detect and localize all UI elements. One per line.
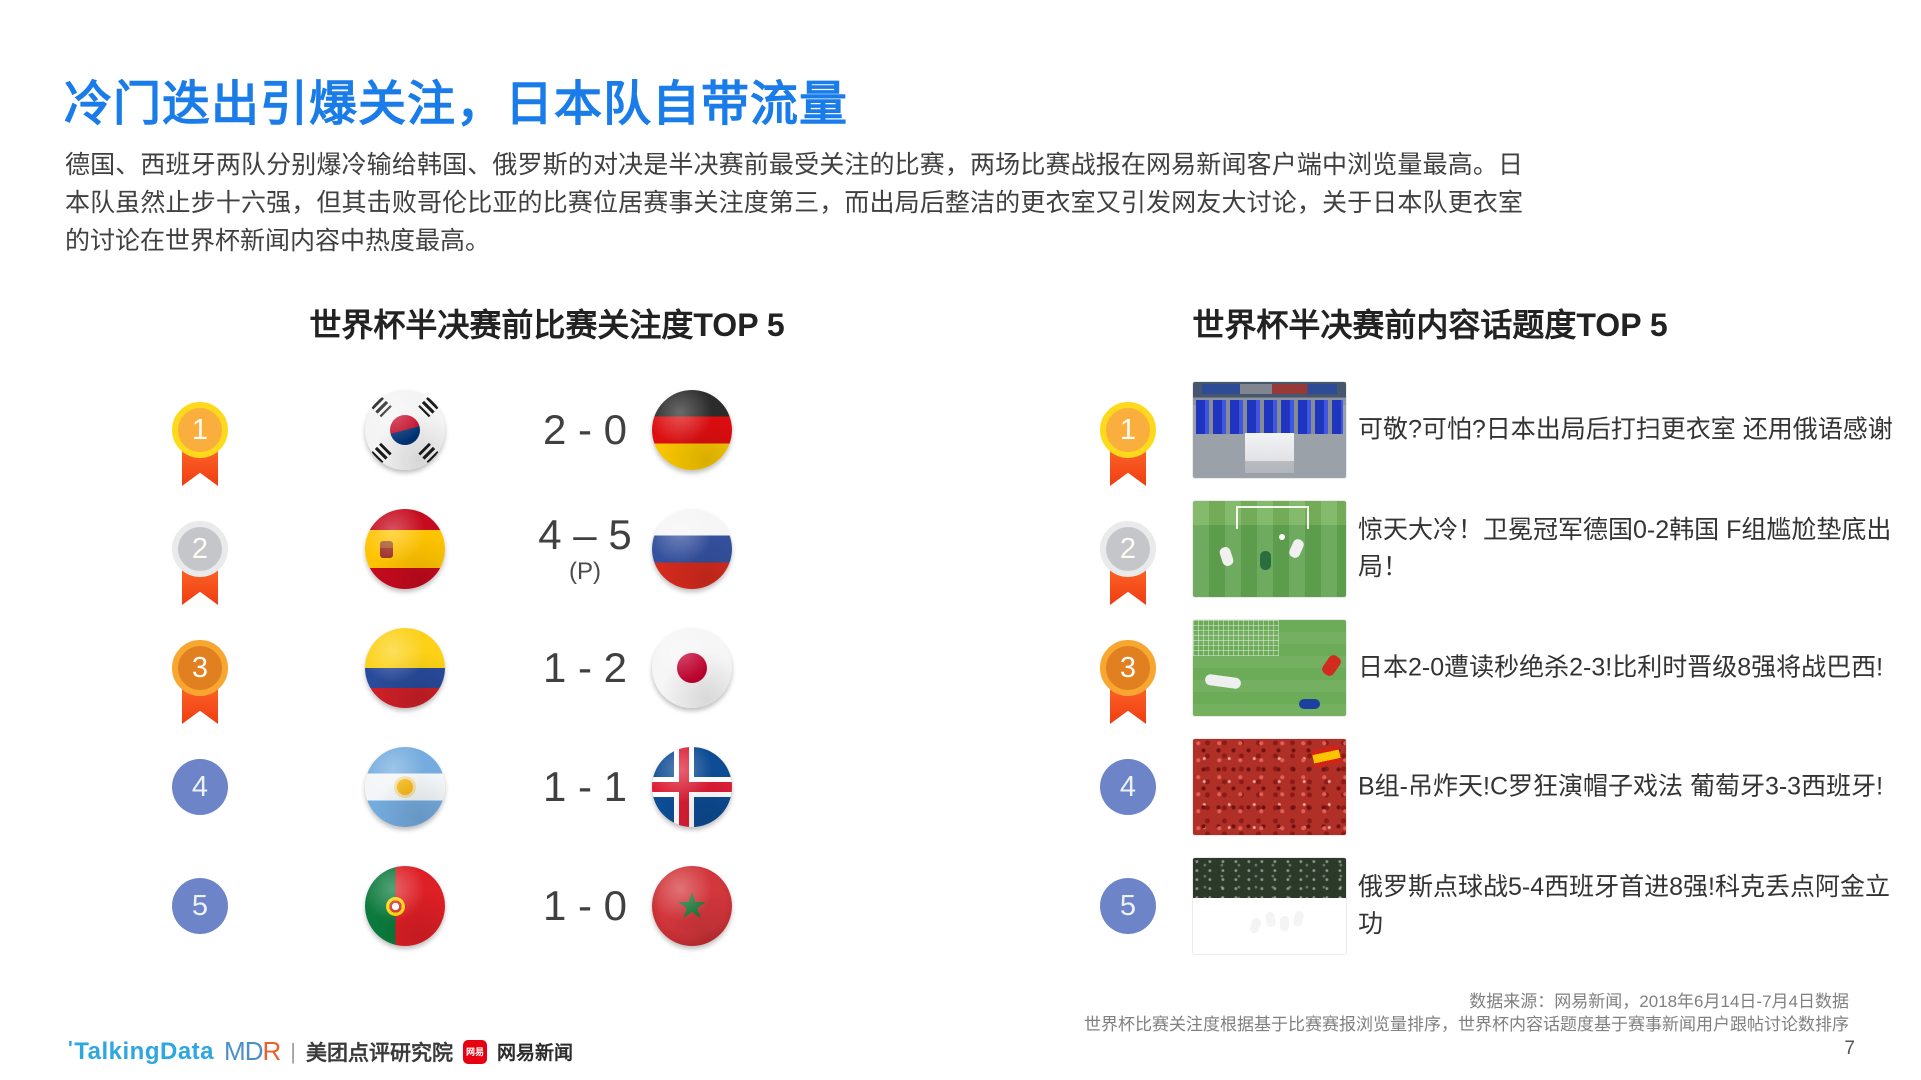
flag-south-korea-icon	[365, 390, 445, 470]
match-score: 1 - 0	[542, 882, 628, 929]
rank-2-medal: 2	[172, 521, 228, 607]
flag-spain-icon	[365, 509, 445, 589]
rank-5-badge: 5	[172, 878, 228, 964]
match-score: 4 – 5	[538, 511, 632, 558]
data-source-line1: 数据来源：网易新闻，2018年6月14日-7月4日数据	[1469, 992, 1849, 1011]
flag-colombia-icon	[365, 628, 445, 708]
rank-number: 1	[1100, 402, 1156, 458]
news-headline: 惊天大冷！卫冕冠军德国0-2韩国 F组尴尬垫底出局！	[1358, 516, 1892, 581]
news-headline: 可敬?可怕?日本出局后打扫更衣室 还用俄语感谢	[1358, 415, 1893, 444]
rank-number: 4	[1100, 759, 1156, 815]
flag-portugal-icon	[365, 866, 445, 946]
rank-number: 1	[172, 402, 228, 458]
logo-separator: |	[290, 1038, 296, 1064]
flag-russia-icon	[652, 509, 732, 589]
rank-4-badge: 4	[1100, 759, 1156, 845]
flag-morocco-icon: ★	[652, 866, 732, 946]
intro-paragraph: 德国、西班牙两队分别爆冷输给韩国、俄罗斯的对决是半决赛前最受关注的比赛，两场比赛…	[65, 151, 1523, 255]
netease-news-logo: 网易新闻	[496, 1043, 573, 1064]
match-row-4: 4 1 - 1	[172, 739, 812, 835]
match-row-5: 5 1 - 0 ★	[172, 858, 812, 954]
match-row-3: 3 1 - 2	[172, 620, 812, 724]
rank-1-medal: 1	[172, 402, 228, 488]
data-source-line2: 世界杯比赛关注度根据基于比赛赛报浏览量排序，世界杯内容话题度基于赛事新闻用户跟帖…	[1084, 1015, 1849, 1034]
page-title: 冷门迭出引爆关注，日本队自带流量	[64, 78, 849, 131]
news-headline: 日本2-0遭读秒绝杀2-3!比利时晋级8强将战巴西!	[1358, 653, 1884, 682]
rank-number: 3	[172, 640, 228, 696]
topic-row-4: 4 B组-吊炸天!C罗狂演帽子戏法 葡萄牙3-3西班牙!	[1100, 739, 1912, 835]
rank-5-badge: 5	[1100, 878, 1156, 964]
topic-row-2: 2 惊天大冷！卫冕冠军德国0-2韩国 F组尴尬垫底出局！	[1100, 501, 1912, 605]
penalty-note: (P)	[569, 558, 601, 585]
talkingdata-tick-icon: '	[68, 1037, 74, 1060]
match-score-block: 4 – 5 (P)	[497, 512, 673, 586]
news-thumbnail-locker-room	[1193, 382, 1346, 478]
rank-number: 5	[1100, 878, 1156, 934]
rank-number: 2	[172, 521, 228, 577]
match-score-block: 1 - 1	[497, 764, 673, 810]
news-thumbnail-russia-celebration	[1193, 858, 1346, 954]
page-number: 7	[1844, 1038, 1855, 1059]
news-thumbnail-spain-fans	[1193, 739, 1346, 835]
left-panel-heading: 世界杯半决赛前比赛关注度TOP 5	[309, 307, 785, 343]
meituan-dianping-institute-logo: 美团点评研究院	[305, 1041, 453, 1065]
match-score-block: 2 - 0	[497, 407, 673, 453]
topic-row-5: 5 俄罗斯点球战5-4西班牙首进8强!科克丢点阿金立功	[1100, 858, 1912, 954]
right-panel-heading: 世界杯半决赛前内容话题度TOP 5	[1192, 307, 1668, 343]
netease-app-icon: 网易	[462, 1039, 487, 1064]
rank-number: 2	[1100, 521, 1156, 577]
rank-2-medal: 2	[1100, 521, 1156, 607]
flag-iceland-icon	[652, 747, 732, 827]
rank-3-medal: 3	[1100, 640, 1156, 726]
logo-bar: 'TalkingData MDR | 美团点评研究院 网易 网易新闻	[68, 1036, 573, 1067]
rank-3-medal: 3	[172, 640, 228, 726]
topic-row-3: 3 日本2-0遭读秒绝杀2-3!比利时晋级8强将战巴西!	[1100, 620, 1912, 724]
flag-argentina-icon	[365, 747, 445, 827]
topic-row-1: 1 可敬?可怕?日本出局后打扫更衣室 还用俄语感谢	[1100, 382, 1912, 486]
rank-number: 3	[1100, 640, 1156, 696]
match-row-2: 2 4 – 5 (P)	[172, 501, 812, 605]
match-score-block: 1 - 2	[497, 645, 673, 691]
flag-germany-icon	[652, 390, 732, 470]
match-score-block: 1 - 0	[497, 883, 673, 929]
news-thumbnail-japan-belgium	[1193, 620, 1346, 716]
match-score: 2 - 0	[542, 406, 628, 453]
mdr-logo: MDR	[224, 1036, 281, 1066]
rank-1-medal: 1	[1100, 402, 1156, 488]
rank-number: 4	[172, 759, 228, 815]
rank-4-badge: 4	[172, 759, 228, 845]
news-headline: B组-吊炸天!C罗狂演帽子戏法 葡萄牙3-3西班牙!	[1358, 772, 1884, 801]
rank-number: 5	[172, 878, 228, 934]
talkingdata-logo: 'TalkingData	[68, 1037, 215, 1065]
match-score: 1 - 2	[542, 644, 628, 691]
match-row-1: 1 2 - 0	[172, 382, 812, 486]
news-headline: 俄罗斯点球战5-4西班牙首进8强!科克丢点阿金立功	[1358, 873, 1890, 938]
match-score: 1 - 1	[542, 763, 628, 810]
news-thumbnail-germany-korea	[1193, 501, 1346, 597]
data-source-note: 数据来源：网易新闻，2018年6月14日-7月4日数据 世界杯比赛关注度根据基于…	[1084, 990, 1849, 1036]
flag-japan-icon	[652, 628, 732, 708]
